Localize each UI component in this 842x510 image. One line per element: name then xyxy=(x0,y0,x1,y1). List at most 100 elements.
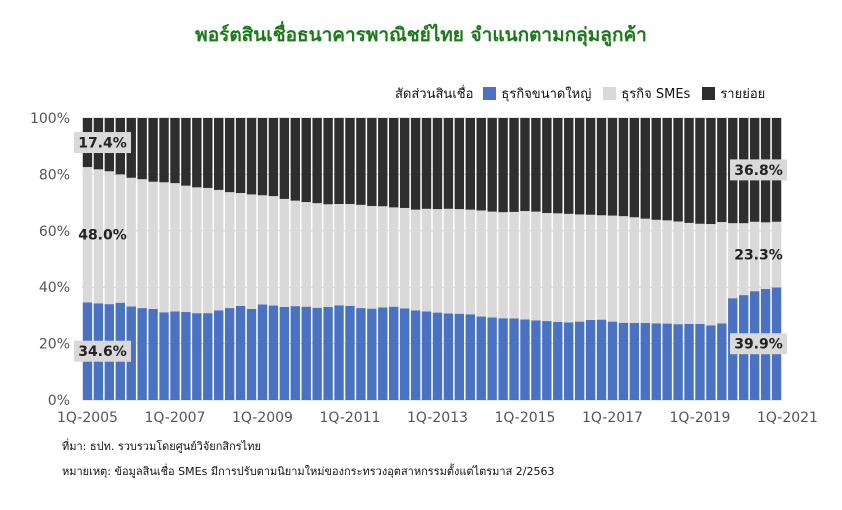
bar-segment-large xyxy=(640,323,650,400)
bar-segment-sme xyxy=(651,219,661,324)
bar-segment-sme xyxy=(170,183,180,312)
bar-segment-retail xyxy=(476,118,486,211)
bar-segment-retail xyxy=(268,118,279,197)
x-tick-label: 1Q-2017 xyxy=(582,410,643,426)
bar-segment-sme xyxy=(82,167,93,303)
y-tick-label: 60% xyxy=(39,224,70,240)
legend-title: สัดส่วนสินเชื่อ xyxy=(395,86,474,102)
bar-segment-sme xyxy=(465,209,475,315)
bar-segment-sme xyxy=(279,198,290,307)
bar-segment-sme xyxy=(235,193,246,306)
bar-segment-sme xyxy=(93,169,104,304)
bar-segment-large xyxy=(531,320,541,400)
bar-segment-retail xyxy=(629,118,640,218)
bar-segment-sme xyxy=(181,185,191,313)
bar-segment-large xyxy=(443,313,454,400)
bar-segment-retail xyxy=(662,118,672,221)
legend-item-large: ธุรกิจขนาดใหญ่ xyxy=(483,83,591,104)
y-tick-label: 40% xyxy=(39,280,70,296)
bar-segment-sme xyxy=(356,204,366,309)
bar-segment-sme xyxy=(574,214,585,322)
x-tick-label: 1Q-2015 xyxy=(494,410,555,426)
bar-segment-sme xyxy=(629,217,640,324)
bar-segment-sme xyxy=(312,203,322,308)
bar-segment-sme xyxy=(553,213,563,322)
bar-segment-sme xyxy=(192,187,202,314)
bar-segment-large xyxy=(279,306,290,400)
bar-segment-sme xyxy=(673,221,683,325)
bar-segment-retail xyxy=(651,118,661,220)
bar-segment-sme xyxy=(268,196,279,306)
legend-item-sme: ธุรกิจ SMEs xyxy=(603,83,690,104)
bar-segment-sme xyxy=(509,211,519,319)
bar-segment-retail xyxy=(596,118,607,216)
bar-segment-sme xyxy=(531,211,541,321)
bar-segment-retail xyxy=(520,118,530,212)
bar-segment-retail xyxy=(126,118,136,178)
stacked-bar-chart: 0% 20% 40% 60% 80% 100% 1Q-2005 1Q-2007 1Q-2009 1… xyxy=(30,111,818,426)
bar-segment-retail xyxy=(257,118,268,196)
bar-segment-retail xyxy=(498,118,508,213)
bar-segment-retail xyxy=(170,118,180,184)
bar-segment-sme xyxy=(695,223,705,324)
bar-segment-large xyxy=(695,323,705,400)
bar-segment-sme xyxy=(389,207,399,307)
bar-segment-large xyxy=(564,322,574,400)
bar-segment-sme xyxy=(214,189,224,311)
bar-segment-retail xyxy=(432,118,443,210)
x-tick-label: 1Q-2021 xyxy=(757,410,818,426)
x-tick-label: 1Q-2019 xyxy=(669,410,730,426)
bar-segment-large xyxy=(148,308,158,400)
legend-label-large: ธุรกิจขนาดใหญ่ xyxy=(501,86,592,102)
bar-segment-sme xyxy=(159,182,169,313)
bar-segment-large xyxy=(410,310,421,400)
bar-segment-large xyxy=(421,311,432,400)
bar-segment-sme xyxy=(520,211,530,320)
bar-segment-retail xyxy=(290,118,300,201)
x-tick-label: 1Q-2007 xyxy=(144,410,205,426)
data-label: 23.3% xyxy=(734,248,783,264)
bar-segment-large xyxy=(596,319,607,400)
data-label-box xyxy=(730,333,787,355)
bar-segment-sme xyxy=(345,204,355,306)
bar-segment-retail xyxy=(356,118,366,205)
bar-segment-large xyxy=(520,319,530,400)
bar-segment-retail xyxy=(148,118,158,182)
bar-segment-retail xyxy=(214,118,224,190)
bar-segment-sme xyxy=(443,208,454,314)
bar-segment-large xyxy=(389,306,399,400)
bar-segment-large xyxy=(257,304,268,400)
bar-segment-retail xyxy=(717,118,727,223)
bar-segment-large xyxy=(476,316,486,400)
bar-segment-sme xyxy=(728,223,738,299)
bar-segment-retail xyxy=(159,118,169,183)
bar-segment-large xyxy=(706,325,716,400)
bar-segment-retail xyxy=(378,118,388,207)
bar-segment-retail xyxy=(564,118,574,214)
bar-segment-large xyxy=(574,321,585,400)
bar-segment-retail xyxy=(684,118,694,223)
bar-segment-large xyxy=(345,305,355,400)
bar-segment-large xyxy=(717,323,727,400)
bar-segment-large xyxy=(323,306,333,400)
bar-segment-large xyxy=(498,318,508,400)
bar-segment-sme xyxy=(542,213,552,322)
bar-segment-sme xyxy=(640,218,650,324)
legend-item-retail: รายย่อย xyxy=(702,83,765,104)
bar-segment-sme xyxy=(257,195,268,305)
bar-segment-sme xyxy=(749,221,760,292)
bar-segment-sme xyxy=(739,223,749,296)
bar-segment-large xyxy=(618,322,629,400)
bar-segment-retail xyxy=(367,118,377,206)
bar-segment-retail xyxy=(410,118,421,210)
data-label: 34.6% xyxy=(78,344,127,360)
bar-segment-large xyxy=(465,314,475,400)
bar-segment-large xyxy=(137,308,147,400)
bar-segment-sme xyxy=(421,208,432,312)
bar-segment-retail xyxy=(487,118,497,212)
data-label-box xyxy=(730,159,787,181)
bar-segment-sme xyxy=(564,213,574,323)
bar-segment-retail xyxy=(246,118,257,195)
bar-segment-large xyxy=(651,323,661,400)
bar-segment-large xyxy=(607,321,618,400)
